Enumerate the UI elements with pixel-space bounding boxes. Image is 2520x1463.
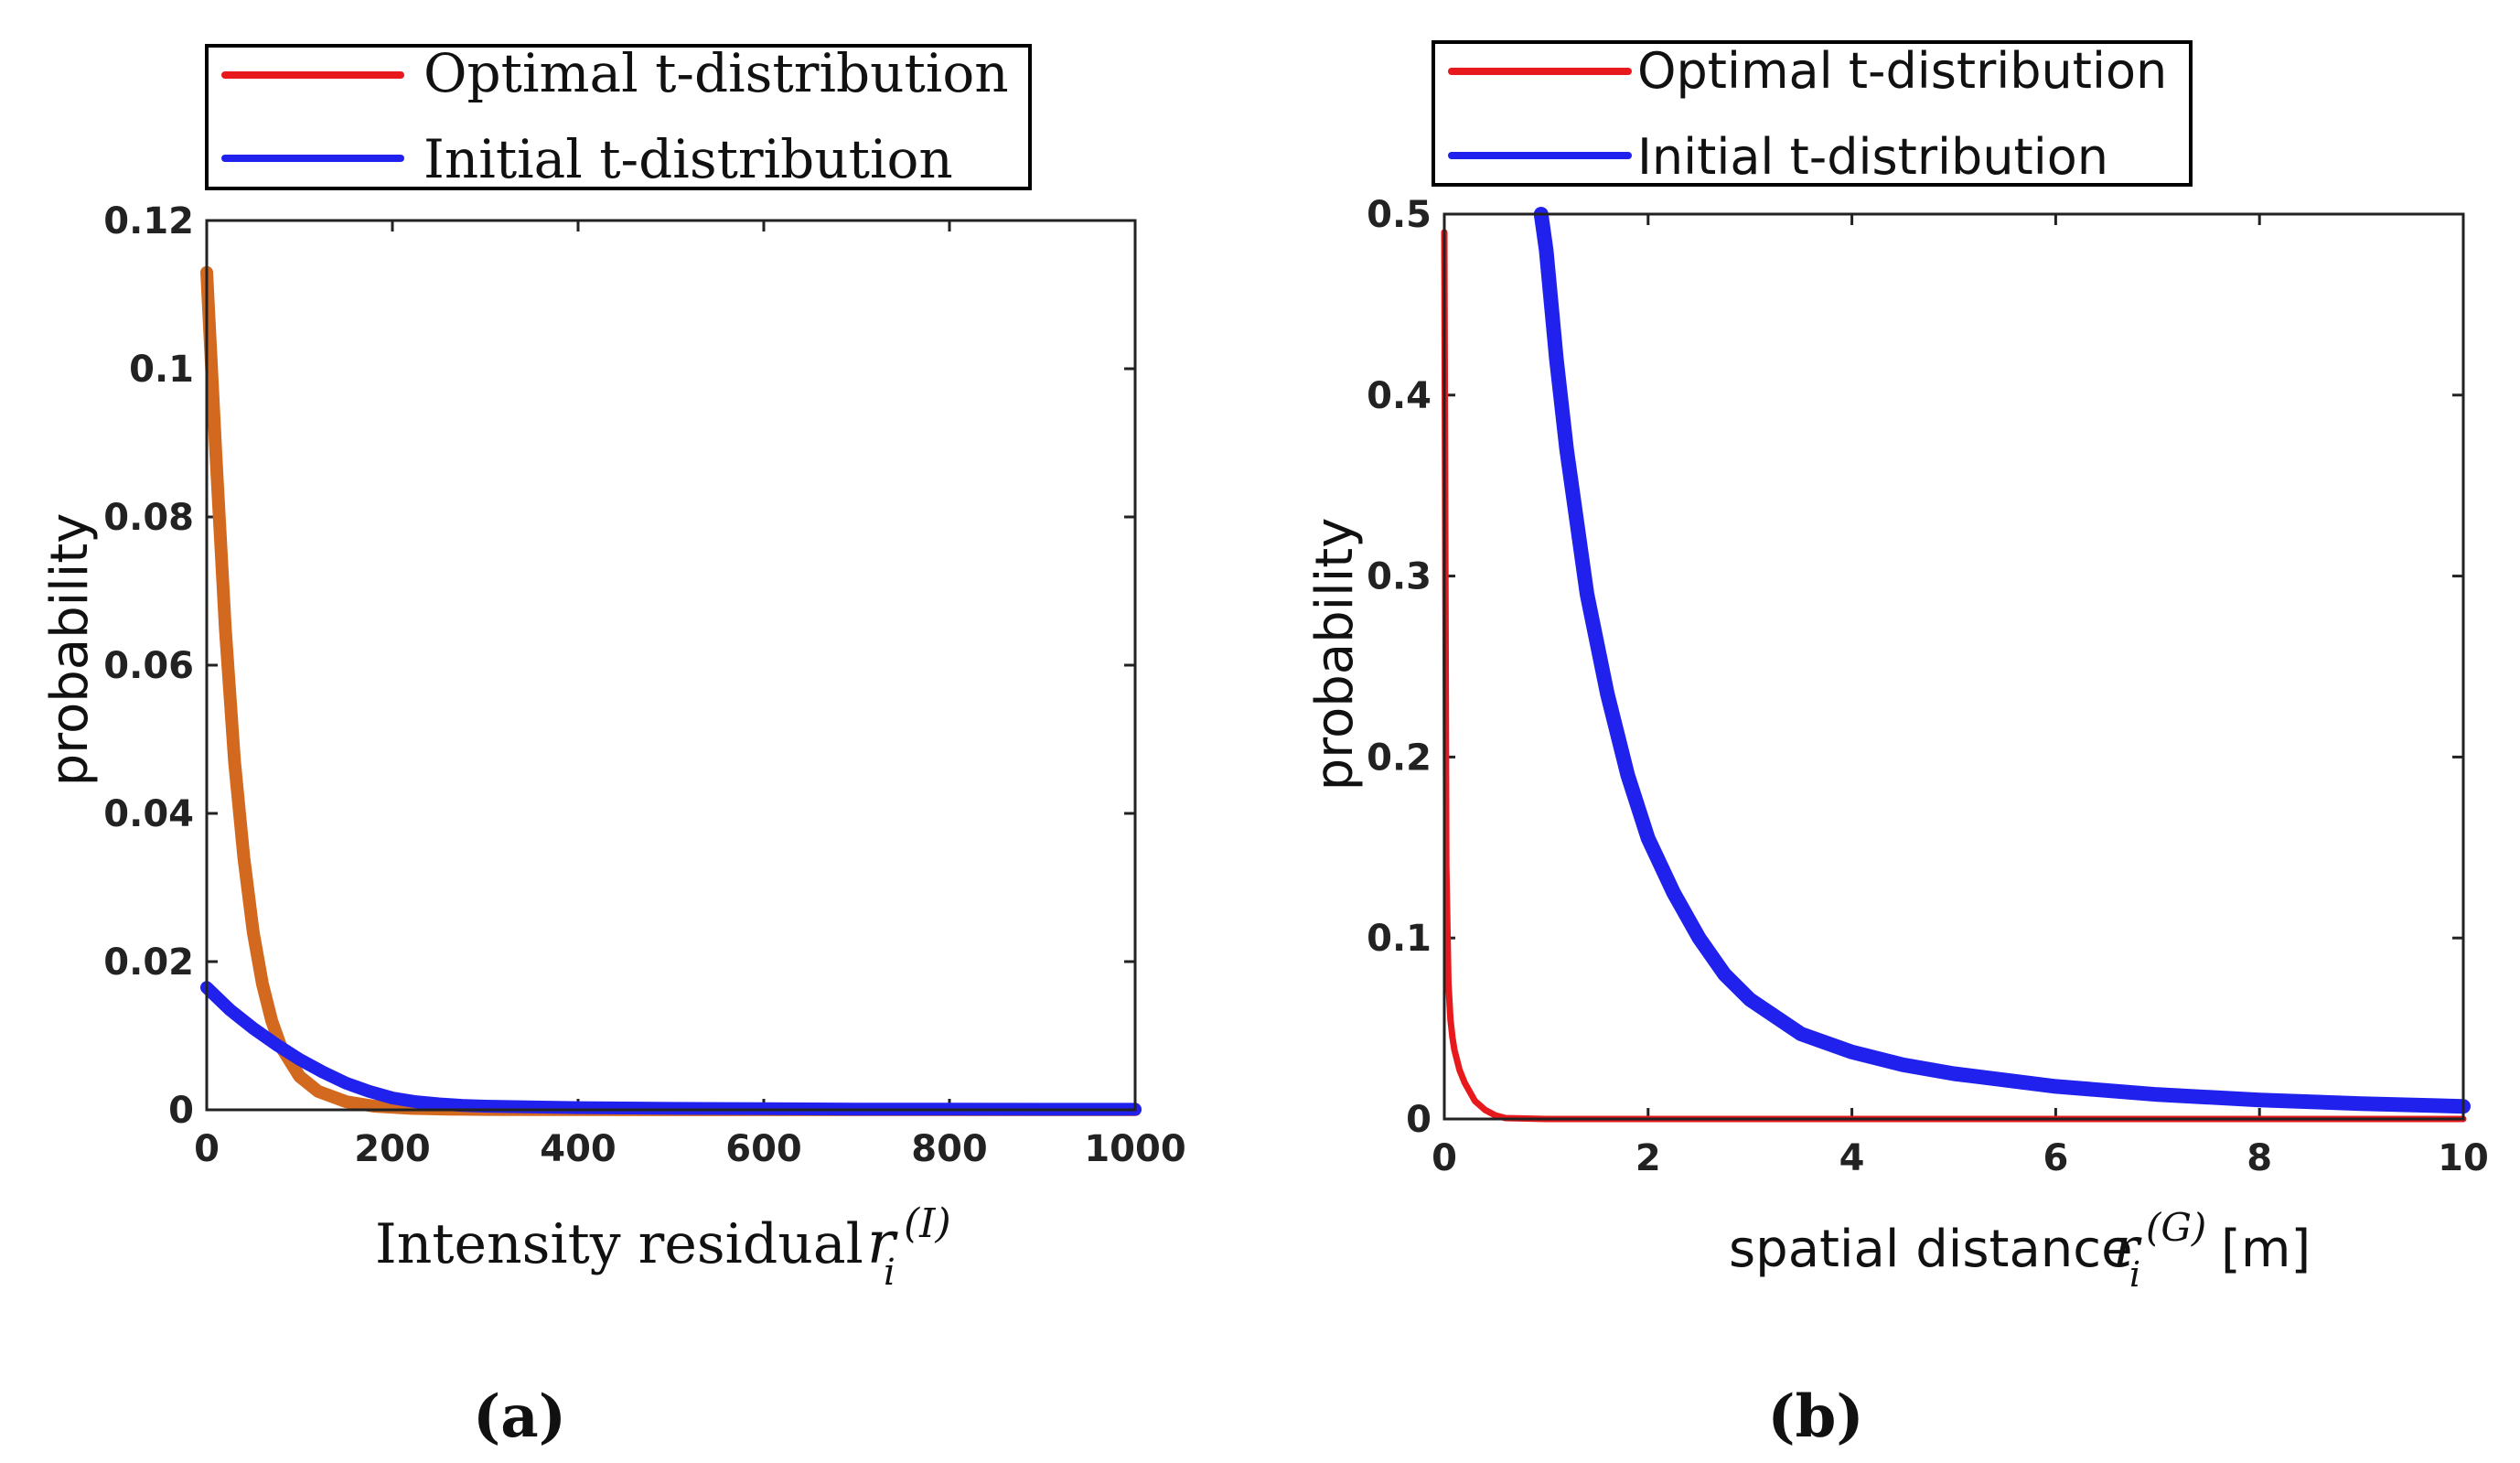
- y-axis-b: 0 0.1 0.2 0.3 0.4 0.5: [1367, 194, 2463, 1141]
- y-tick-label: 0.4: [1367, 375, 1432, 417]
- series-line-initial: [1533, 207, 2471, 1114]
- legend-label-initial-b: Initial t-distribution: [1637, 128, 2108, 186]
- legend-box-a: [205, 44, 1032, 190]
- x-axis-label-text-b: spatial distance: [1729, 1220, 2133, 1279]
- y-tick-label: 0.02: [103, 941, 194, 984]
- panel-label-a: (a): [473, 1382, 566, 1451]
- x-axis-math-sup-b: (G): [2146, 1205, 2206, 1250]
- y-axis-a: 0 0.02 0.04 0.06 0.08 0.1 0.12: [103, 200, 1135, 1132]
- x-tick-label: 6: [2043, 1137, 2068, 1179]
- x-tick-label: 8: [2247, 1137, 2272, 1179]
- x-axis-b: 0 2 4 6 8 10: [1432, 214, 2489, 1179]
- y-tick-label: 0.5: [1367, 194, 1432, 236]
- panel-label-b: (b): [1767, 1382, 1863, 1451]
- x-tick-label: 200: [354, 1128, 431, 1170]
- x-tick-label: 400: [540, 1128, 617, 1170]
- y-tick-label: 0.1: [129, 349, 194, 391]
- x-tick-label: 4: [1839, 1137, 1865, 1179]
- y-tick-label: 0: [168, 1090, 194, 1132]
- x-tick-label: 800: [911, 1128, 988, 1170]
- x-tick-label: 1000: [1084, 1128, 1185, 1170]
- x-axis-a: 0 200 400 600 800 1000: [194, 221, 1186, 1170]
- x-axis-math-sub-b: i: [2129, 1254, 2140, 1295]
- y-axis-label-b: probability: [1305, 518, 1365, 791]
- plot-frame-a: [205, 219, 1137, 1112]
- legend-label-optimal-a: Optimal t-distribution: [424, 42, 1009, 104]
- x-axis-math-sup-a: (I): [904, 1200, 951, 1247]
- legend-a: Optimal t-distribution Initial t-distrib…: [205, 42, 1032, 190]
- x-axis-label-b: spatial distance r i (G) [m]: [1729, 1205, 2311, 1295]
- legend-label-optimal-b: Optimal t-distribution: [1637, 42, 2167, 100]
- x-tick-label: 2: [1635, 1137, 1661, 1179]
- legend-b: Optimal t-distribution Initial t-distrib…: [1432, 40, 2193, 187]
- y-axis-label-a: probability: [40, 513, 100, 787]
- y-tick-label: 0.1: [1367, 918, 1432, 960]
- x-axis-label-a: Intensity residual r i (I): [375, 1200, 951, 1294]
- legend-label-initial-a: Initial t-distribution: [424, 128, 953, 190]
- y-tick-label: 0.08: [103, 497, 194, 539]
- y-tick-label: 0: [1406, 1099, 1432, 1141]
- y-tick-label: 0.2: [1367, 737, 1432, 779]
- y-tick-label: 0.3: [1367, 556, 1432, 598]
- legend-box-b: [1432, 40, 2193, 187]
- y-tick-label: 0.04: [103, 793, 194, 835]
- chart-b: Optimal t-distribution Initial t-distrib…: [1305, 40, 2489, 1451]
- x-axis-math-base-b: r: [2113, 1216, 2142, 1280]
- x-tick-label: 0: [1432, 1137, 1457, 1179]
- chart-a: Optimal t-distribution Initial t-distrib…: [40, 42, 1186, 1451]
- y-tick-label: 0.06: [103, 645, 194, 687]
- x-tick-label: 10: [2438, 1137, 2489, 1179]
- x-axis-unit-b: [m]: [2221, 1220, 2311, 1279]
- x-axis-math-sub-a: i: [884, 1252, 895, 1294]
- x-axis-label-text-a: Intensity residual: [375, 1212, 863, 1276]
- x-axis-math-base-a: r: [867, 1210, 898, 1277]
- y-tick-label: 0.12: [103, 200, 194, 242]
- x-tick-label: 600: [725, 1128, 802, 1170]
- x-tick-label: 0: [194, 1128, 220, 1170]
- plot-frame-b: [1442, 212, 2465, 1121]
